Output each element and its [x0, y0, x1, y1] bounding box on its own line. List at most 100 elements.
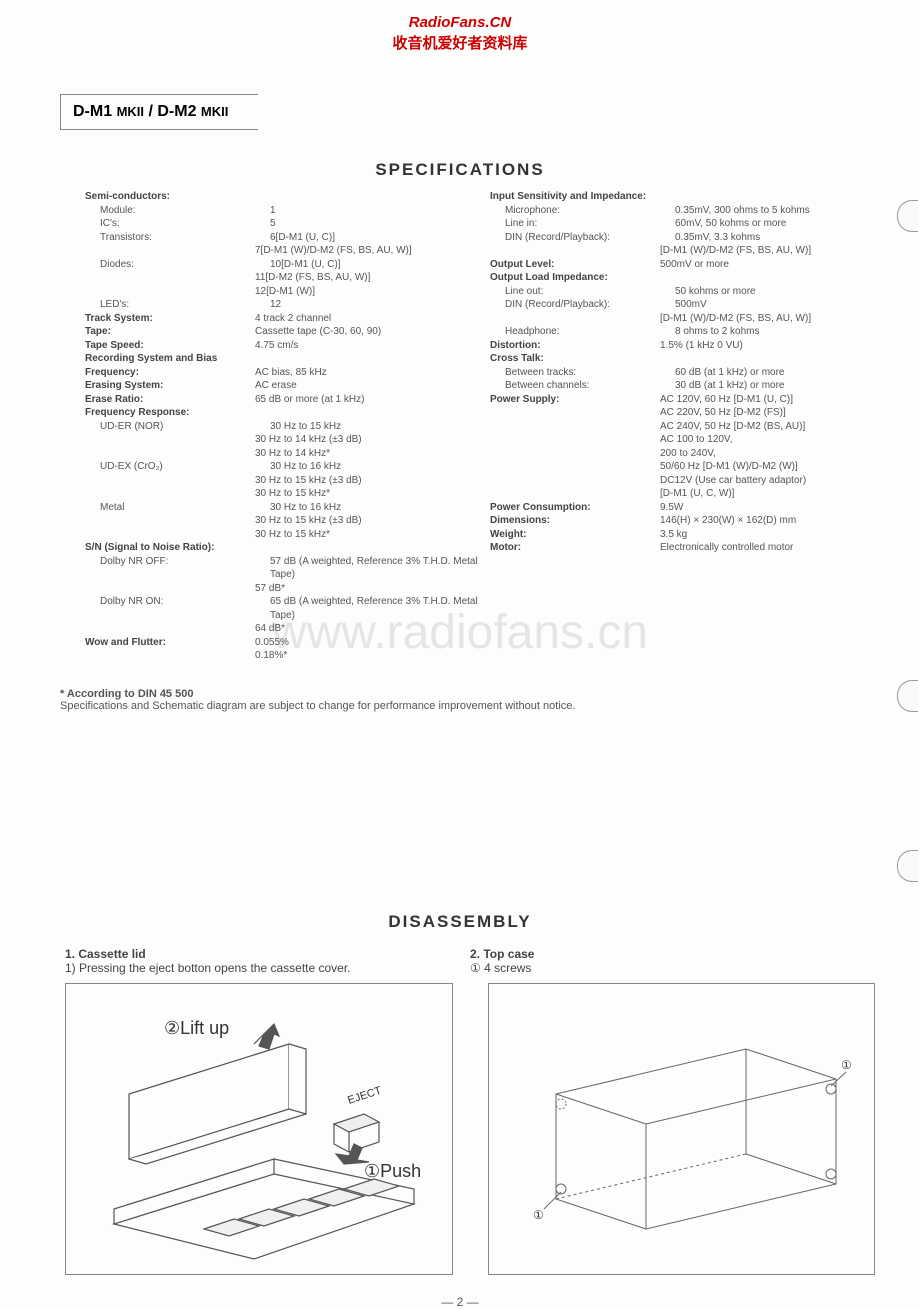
- spec-value: AC erase: [255, 379, 480, 393]
- spec-row: Metal30 Hz to 16 kHz: [85, 501, 480, 515]
- spec-label: Track System:: [85, 312, 255, 326]
- spec-value: Electronically controlled motor: [660, 541, 885, 555]
- spec-row: [D-M1 (U, C, W)]: [490, 487, 885, 501]
- spec-row: Weight:3.5 kg: [490, 528, 885, 542]
- spec-label: [490, 244, 660, 258]
- liftup-label: ②Lift up: [164, 1018, 229, 1038]
- spec-label: [85, 474, 255, 488]
- spec-value: 60mV, 50 kohms or more: [675, 217, 885, 231]
- spec-label: Headphone:: [490, 325, 675, 339]
- spec-value: 30 Hz to 15 kHz: [270, 420, 480, 434]
- spec-row: Line in:60mV, 50 kohms or more: [490, 217, 885, 231]
- spec-value: AC 100 to 120V,: [660, 433, 885, 447]
- model-box: D-M1 MKII / D-M2 MKII: [60, 94, 258, 130]
- spec-value: 146(H) × 230(W) × 162(D) mm: [660, 514, 885, 528]
- spec-label: Erasing System:: [85, 379, 255, 393]
- model-2: D-M2: [157, 103, 196, 120]
- spec-row: Tape Speed:4.75 cm/s: [85, 339, 480, 353]
- spec-value: 6[D-M1 (U, C)]: [270, 231, 480, 245]
- spec-row: Motor:Electronically controlled motor: [490, 541, 885, 555]
- spec-label: [85, 244, 255, 258]
- spec-label: LED's:: [85, 298, 270, 312]
- spec-label: Motor:: [490, 541, 660, 555]
- spec-label: IC's:: [85, 217, 270, 231]
- header-links: RadioFans.CN 收音机爱好者资料库: [0, 0, 920, 54]
- spec-label: [85, 487, 255, 501]
- spec-row: Output Level:500mV or more: [490, 258, 885, 272]
- spec-row: AC 100 to 120V,: [490, 433, 885, 447]
- spec-row: Dimensions:146(H) × 230(W) × 162(D) mm: [490, 514, 885, 528]
- spec-row: Diodes:10[D-M1 (U, C)]: [85, 258, 480, 272]
- cassette-lid-text: 1) Pressing the eject botton opens the c…: [65, 961, 470, 975]
- spec-label: Frequency Response:: [85, 406, 255, 420]
- spec-row: Distortion:1.5% (1 kHz 0 VU): [490, 339, 885, 353]
- push-label: ①Push: [364, 1161, 421, 1181]
- top-case-svg: ① ①: [496, 994, 866, 1264]
- spec-value: 5: [270, 217, 480, 231]
- spec-row: IC's:5: [85, 217, 480, 231]
- spec-row: [D-M1 (W)/D-M2 (FS, BS, AU, W)]: [490, 244, 885, 258]
- disassembly-columns: 1. Cassette lid 1) Pressing the eject bo…: [0, 932, 920, 975]
- spec-row: Frequency:AC bias, 85 kHz: [85, 366, 480, 380]
- spec-value: 60 dB (at 1 kHz) or more: [675, 366, 885, 380]
- spec-columns: Semi-conductors:Module:1IC's:5Transistor…: [0, 180, 920, 663]
- cassette-lid-heading: 1. Cassette lid: [65, 947, 470, 961]
- spec-label: [490, 447, 660, 461]
- spec-label: [490, 487, 660, 501]
- model-1: D-M1: [73, 103, 112, 120]
- spec-value: 200 to 240V,: [660, 447, 885, 461]
- site-tagline: 收音机爱好者资料库: [0, 33, 920, 54]
- spec-row: 50/60 Hz [D-M1 (W)/D-M2 (W)]: [490, 460, 885, 474]
- screw-label-2: ①: [533, 1208, 544, 1222]
- spec-row: 30 Hz to 14 kHz*: [85, 447, 480, 461]
- spec-row: Between tracks:60 dB (at 1 kHz) or more: [490, 366, 885, 380]
- spec-value: 10[D-M1 (U, C)]: [270, 258, 480, 272]
- spec-row: Recording System and Bias: [85, 352, 480, 366]
- spec-row: Power Supply:AC 120V, 60 Hz [D-M1 (U, C)…: [490, 393, 885, 407]
- spec-row: 7[D-M1 (W)/D-M2 (FS, BS, AU, W)]: [85, 244, 480, 258]
- spec-row: Dolby NR ON:65 dB (A weighted, Reference…: [85, 595, 480, 622]
- spec-label: Line in:: [490, 217, 675, 231]
- spec-row: Wow and Flutter:0.055%: [85, 636, 480, 650]
- spec-value: [255, 352, 480, 366]
- spec-value: Cassette tape (C-30, 60, 90): [255, 325, 480, 339]
- spec-label: Between tracks:: [490, 366, 675, 380]
- spec-row: 30 Hz to 15 kHz*: [85, 528, 480, 542]
- spec-label: Input Sensitivity and Impedance:: [490, 190, 660, 204]
- spec-value: 12: [270, 298, 480, 312]
- spec-row: Headphone:8 ohms to 2 kohms: [490, 325, 885, 339]
- diagram-top-case: ① ①: [488, 983, 876, 1275]
- spec-value: 1.5% (1 kHz 0 VU): [660, 339, 885, 353]
- spec-label: Tape Speed:: [85, 339, 255, 353]
- spec-value: 9.5W: [660, 501, 885, 515]
- spec-value: 3.5 kg: [660, 528, 885, 542]
- spec-label: Transistors:: [85, 231, 270, 245]
- spec-row: Input Sensitivity and Impedance:: [490, 190, 885, 204]
- spec-label: DIN (Record/Playback):: [490, 231, 675, 245]
- spec-value: [255, 541, 480, 555]
- spec-label: Dimensions:: [490, 514, 660, 528]
- spec-row: UD-EX (CrO₂)30 Hz to 16 kHz: [85, 460, 480, 474]
- spec-label: [490, 460, 660, 474]
- spec-label: Between channels:: [490, 379, 675, 393]
- spec-label: [85, 447, 255, 461]
- spec-value: 500mV or more: [660, 258, 885, 272]
- spec-value: [255, 406, 480, 420]
- disassembly-col-1: 1. Cassette lid 1) Pressing the eject bo…: [65, 947, 470, 975]
- spec-value: [255, 190, 480, 204]
- spec-value: 0.055%: [255, 636, 480, 650]
- spec-value: AC 240V, 50 Hz [D-M2 (BS, AU)]: [660, 420, 885, 434]
- top-case-text: ① 4 screws: [470, 961, 875, 975]
- spec-label: [490, 420, 660, 434]
- spec-row: Track System:4 track 2 channel: [85, 312, 480, 326]
- spec-label: [85, 528, 255, 542]
- spec-row: Microphone:0.35mV, 300 ohms to 5 kohms: [490, 204, 885, 218]
- footnote-body: Specifications and Schematic diagram are…: [60, 700, 885, 712]
- punch-hole: [897, 850, 918, 882]
- spec-value: DC12V (Use car battery adaptor): [660, 474, 885, 488]
- spec-label: Wow and Flutter:: [85, 636, 255, 650]
- cassette-lid-svg: ②Lift up EJECT ①Push: [74, 994, 444, 1264]
- spec-value: 64 dB*: [255, 622, 480, 636]
- spec-value: 30 Hz to 15 kHz*: [255, 487, 480, 501]
- spec-value: 12[D-M1 (W)]: [255, 285, 480, 299]
